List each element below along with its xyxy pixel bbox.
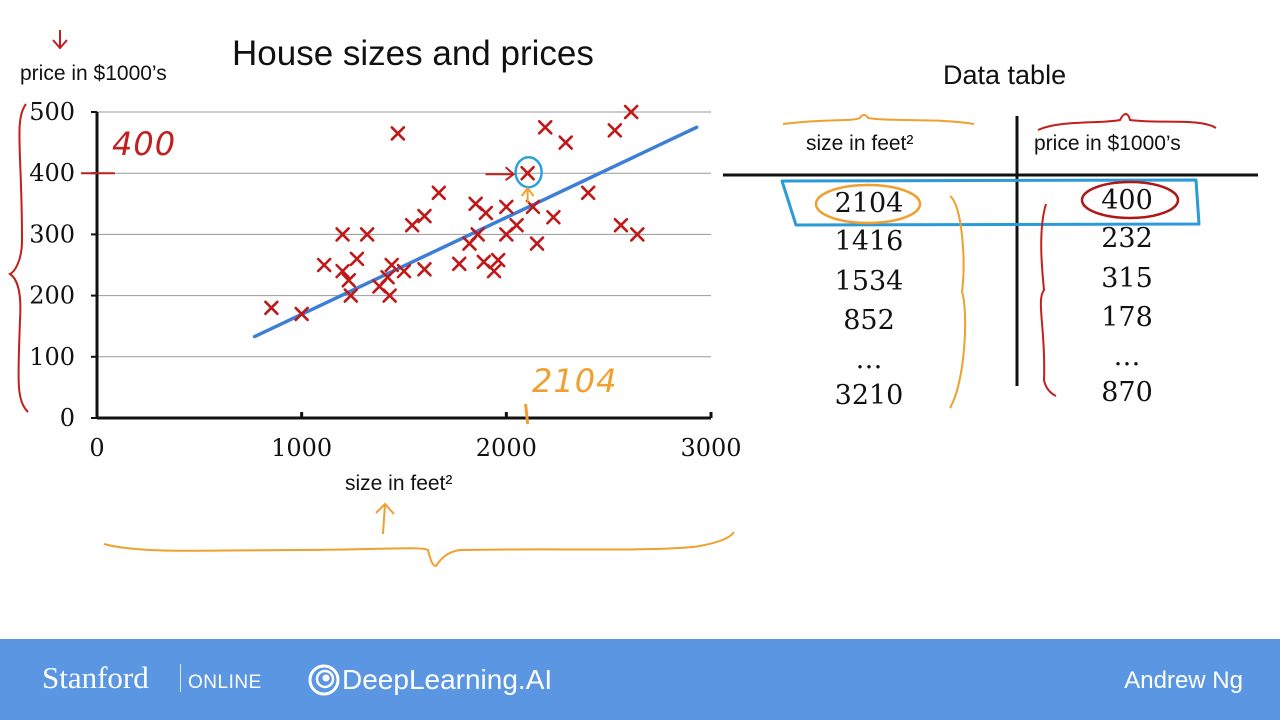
logo-divider	[180, 664, 181, 692]
y-tick-label: 0	[60, 404, 75, 432]
y-tick-label: 500	[29, 98, 75, 126]
data-point	[529, 236, 545, 251]
x-brace-icon	[103, 531, 735, 568]
y-tick-label: 200	[29, 282, 75, 310]
data-point	[537, 120, 553, 135]
table-cell-price: …	[1113, 341, 1141, 372]
data-point	[417, 208, 432, 224]
table-cell-size: 852	[843, 305, 895, 336]
x-marker-2104	[524, 403, 530, 425]
table-cell-price: 178	[1101, 302, 1153, 333]
data-point	[264, 300, 279, 316]
data-point	[451, 256, 467, 272]
data-point	[630, 227, 645, 242]
data-point	[580, 185, 596, 201]
y-tick-label: 300	[29, 220, 75, 248]
y-tick-label: 400	[29, 159, 75, 187]
table-cell-price: 315	[1101, 263, 1153, 294]
x-tick-label: 1000	[271, 434, 332, 462]
data-point	[470, 227, 485, 242]
highlight-circle	[514, 155, 543, 189]
table-cell-price: 870	[1101, 377, 1153, 408]
data-point	[431, 185, 447, 201]
handwritten-2104: 2104	[532, 362, 618, 400]
table-cell-size: 3210	[834, 380, 904, 411]
size-brace-icon	[782, 114, 975, 125]
size-column-brace-icon	[949, 195, 967, 409]
data-point	[335, 227, 350, 242]
x-axis-label: size in feet²	[345, 472, 453, 495]
highlight-row-box	[780, 178, 1201, 227]
table-cell-price: 232	[1101, 223, 1153, 254]
data-point	[417, 261, 432, 277]
price-brace-icon	[1037, 113, 1217, 131]
data-point	[316, 257, 332, 273]
chart-title: House sizes and prices	[232, 34, 594, 73]
data-point	[341, 273, 357, 288]
author-name: Andrew Ng	[1124, 667, 1243, 694]
data-point	[294, 306, 309, 322]
data-point	[335, 263, 350, 279]
table-cell-price: 400	[1101, 185, 1153, 216]
data-point	[396, 263, 412, 279]
data-point	[613, 217, 629, 233]
stanford-logo: Stanford	[42, 660, 149, 695]
online-label: ONLINE	[188, 672, 262, 693]
handwritten-400: 400	[112, 125, 177, 163]
x-tick-label: 0	[89, 434, 104, 462]
arrow-down-icon	[52, 30, 68, 50]
data-point	[520, 165, 535, 181]
data-point	[404, 217, 420, 233]
table-cell-size: 2104	[834, 188, 904, 219]
data-point	[486, 263, 502, 279]
data-point	[343, 288, 359, 303]
data-point	[349, 251, 365, 267]
data-point	[390, 126, 406, 141]
column-header-price: price in $1000’s	[1034, 132, 1181, 155]
table-title: Data table	[943, 60, 1067, 90]
column-header-size: size in feet²	[806, 132, 914, 155]
price-column-brace-icon	[1039, 203, 1057, 397]
y-tick-label: 100	[29, 343, 75, 371]
arrow-up-to-point-icon	[520, 186, 535, 204]
data-point	[384, 257, 400, 273]
highlight-circle-price	[1080, 180, 1180, 220]
data-point	[359, 227, 375, 242]
deeplearning-logo-icon	[308, 664, 340, 696]
table-cell-size: 1416	[834, 226, 904, 257]
arrow-to-point-icon	[485, 166, 516, 181]
data-point	[558, 135, 573, 150]
y-brace-icon	[8, 103, 29, 413]
data-point	[478, 205, 494, 221]
data-point	[607, 123, 623, 138]
highlight-circle-size	[814, 183, 922, 225]
data-point	[499, 199, 514, 215]
data-point	[509, 217, 524, 233]
data-point	[382, 288, 397, 303]
data-point	[380, 269, 395, 285]
arrow-up-icon	[375, 502, 395, 535]
deeplearning-logo-text: DeepLearning.AI	[342, 664, 553, 695]
table-cell-size: …	[855, 344, 883, 375]
x-tick-label: 2000	[476, 434, 537, 462]
y-axis-label: price in $1000’s	[20, 62, 167, 85]
table-cell-size: 1534	[834, 266, 904, 297]
data-point	[623, 104, 639, 120]
x-tick-label: 3000	[680, 434, 741, 462]
data-point	[546, 209, 561, 225]
data-point	[525, 199, 541, 215]
data-point	[490, 252, 506, 268]
footer-bar	[0, 639, 1280, 720]
